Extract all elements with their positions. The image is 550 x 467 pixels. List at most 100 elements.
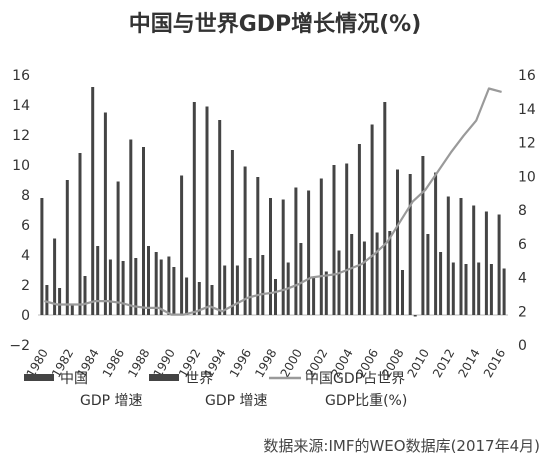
world-gdp-growth-bar [83, 276, 87, 315]
world-gdp-growth-bar [172, 267, 176, 315]
china-gdp-growth-bar [497, 214, 501, 315]
china-gdp-growth-bar [218, 120, 222, 315]
x-tick-label: 2014 [455, 347, 482, 380]
china-gdp-growth-bar [40, 198, 44, 315]
world-gdp-growth-bar [350, 234, 354, 315]
y-left-tick-label: 4 [21, 248, 30, 264]
legend-label: 世界 [185, 371, 213, 387]
china-gdp-growth-bar [192, 102, 196, 315]
y-left-tick-label: 16 [12, 68, 30, 84]
y-right-tick-label: 8 [518, 203, 527, 219]
world-gdp-growth-bar [401, 270, 404, 315]
china-gdp-growth-bar [103, 112, 107, 315]
world-gdp-growth-bar [70, 304, 74, 315]
y-left-tick-label: −2 [9, 338, 30, 354]
legend-label: GDP 增速 [205, 393, 268, 409]
world-gdp-growth-bar [185, 277, 189, 315]
china-gdp-growth-bar [472, 205, 476, 315]
world-gdp-growth-bar [489, 264, 493, 315]
world-gdp-growth-bar [299, 243, 303, 315]
y-right-tick-label: 0 [518, 338, 527, 354]
world-gdp-growth-bar [261, 255, 265, 315]
china-gdp-growth-bar [459, 198, 463, 315]
legend-label: GDP比重(%) [325, 393, 407, 409]
x-tick-label: 1986 [100, 347, 127, 380]
y-right-tick-label: 14 [518, 102, 536, 118]
world-gdp-growth-bar [108, 259, 112, 315]
world-gdp-growth-bar [502, 268, 506, 315]
world-gdp-growth-bar [312, 277, 316, 315]
world-gdp-growth-bar [451, 262, 455, 315]
x-tick-label: 2010 [405, 347, 432, 380]
world-gdp-growth-bar [324, 271, 328, 315]
x-tick-label: 1998 [252, 347, 279, 380]
world-gdp-growth-bar [45, 285, 49, 315]
world-gdp-growth-bar [274, 279, 277, 315]
world-gdp-growth-bar [337, 250, 341, 315]
legend-label: GDP 增速 [80, 393, 143, 409]
world-gdp-growth-bar [134, 258, 138, 315]
china-gdp-growth-bar [434, 172, 438, 315]
y-right-tick-label: 6 [518, 237, 527, 253]
china-share-line [44, 87, 502, 316]
china-gdp-growth-bar [116, 181, 120, 315]
china-gdp-growth-bar [446, 196, 450, 315]
legend-bar-swatch [149, 374, 179, 381]
world-gdp-growth-bar [248, 258, 252, 315]
y-left-tick-label: 10 [12, 158, 30, 174]
world-gdp-growth-bar [413, 315, 417, 317]
world-gdp-growth-bar [439, 252, 443, 315]
china-gdp-growth-bar [357, 144, 361, 315]
china-gdp-growth-bar [396, 169, 399, 315]
china-gdp-growth-bar [408, 174, 412, 315]
y-left-tick-label: 0 [21, 308, 30, 324]
y-right-tick-label: 12 [518, 136, 536, 152]
china-gdp-growth-bar [281, 199, 285, 315]
source-note: 数据来源:IMF的WEO数据库(2017年4月) [263, 437, 540, 455]
china-gdp-growth-bar [53, 238, 57, 315]
china-gdp-growth-bar [142, 147, 145, 315]
x-tick-label: 1996 [227, 347, 254, 380]
y-right-tick-label: 10 [518, 169, 536, 185]
china-gdp-growth-bar [78, 153, 82, 315]
china-gdp-growth-bar [256, 177, 260, 315]
x-tick-label: 2012 [430, 347, 457, 380]
world-gdp-growth-bar [388, 231, 392, 315]
legend-bar-swatch [24, 374, 54, 381]
china-gdp-growth-bar [180, 175, 184, 315]
world-gdp-growth-bar [147, 246, 150, 315]
x-tick-label: 1988 [125, 347, 152, 380]
world-gdp-growth-bar [464, 264, 468, 315]
x-tick-label: 2000 [278, 347, 305, 380]
y-right-tick-label: 16 [518, 68, 536, 84]
y-left-tick-label: 14 [12, 98, 30, 114]
y-right-tick-label: 2 [518, 304, 527, 320]
china-gdp-growth-bar [383, 102, 387, 315]
china-gdp-growth-bar [370, 124, 374, 315]
china-gdp-growth-bar [205, 106, 209, 315]
world-gdp-growth-bar [426, 234, 430, 315]
world-gdp-growth-bar [96, 246, 100, 315]
y-left-tick-label: 6 [21, 218, 30, 234]
world-gdp-growth-bar [210, 285, 214, 315]
legend-label: 中国GDP占世界 [305, 371, 405, 387]
x-tick-label: 2016 [481, 347, 508, 380]
world-gdp-growth-bar [362, 241, 366, 315]
world-gdp-growth-bar [159, 259, 163, 315]
china-gdp-growth-bar [484, 211, 488, 315]
chart-title: 中国与世界GDP增长情况(%) [128, 12, 422, 37]
legend-label: 中国 [60, 371, 88, 387]
y-right-tick-label: 4 [518, 271, 527, 287]
china-gdp-growth-bar [345, 163, 349, 315]
china-gdp-growth-bar [243, 166, 247, 315]
china-gdp-growth-bar [167, 256, 171, 315]
world-gdp-growth-bar [375, 232, 379, 315]
world-gdp-growth-bar [121, 261, 125, 315]
china-gdp-growth-bar [230, 150, 234, 315]
world-gdp-growth-bar [235, 265, 239, 315]
world-gdp-growth-bar [477, 262, 481, 315]
china-gdp-growth-bar [129, 139, 133, 315]
y-left-tick-label: 8 [21, 188, 30, 204]
